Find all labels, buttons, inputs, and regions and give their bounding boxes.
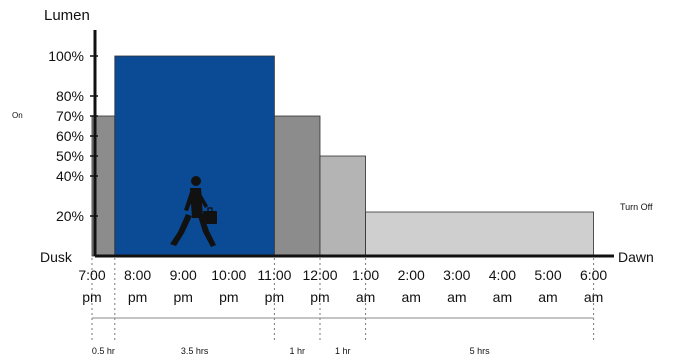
bar-segment-4	[365, 211, 595, 257]
x-tick-time-label: 2:00	[398, 267, 425, 283]
duration-label: 1 hr	[289, 346, 305, 356]
y-axis-title: Lumen	[44, 7, 90, 24]
on-annotation: On	[12, 111, 23, 120]
x-tick-ampm-label: pm	[128, 289, 147, 305]
x-tick-time-label: 3:00	[443, 267, 470, 283]
x-tick-time-label: 9:00	[170, 267, 197, 283]
x-tick-time-label: 4:00	[489, 267, 516, 283]
y-tick-label: 60%	[56, 128, 84, 144]
bar-segment-3	[319, 155, 366, 257]
bar-segment-1	[114, 55, 275, 257]
x-tick-ampm-label: am	[538, 289, 557, 305]
x-tick-ampm-label: am	[493, 289, 512, 305]
y-tick-label: 70%	[56, 108, 84, 124]
x-tick-time-label: 11:00	[257, 267, 291, 283]
segment-dividers	[91, 258, 595, 340]
x-tick-ampm-label: pm	[310, 289, 329, 305]
x-tick-ampm-label: am	[447, 289, 466, 305]
x-tick-ampm-label: pm	[219, 289, 238, 305]
duration-label: 1 hr	[335, 346, 351, 356]
x-ticks: 7:00 pm 8:00 pm 9:00 pm 10:00 pm 11:00 pm 12:00 pm 1…	[78, 267, 607, 305]
x-tick-time-label: 7:00	[78, 267, 105, 283]
dusk-label: Dusk	[40, 249, 73, 265]
bar-segment-2	[273, 115, 321, 257]
x-tick-time-label: 5:00	[534, 267, 561, 283]
turn-off-annotation: Turn Off	[620, 202, 653, 212]
y-tick-label: 20%	[56, 208, 84, 224]
y-tick-label: 50%	[56, 148, 84, 164]
x-tick-time-label: 10:00	[211, 267, 246, 283]
duration-timeline: 0.5 hr 3.5 hrs 1 hr 1 hr 5 hrs	[92, 317, 594, 356]
dawn-label: Dawn	[618, 249, 654, 265]
x-tick-time-label: 6:00	[580, 267, 607, 283]
y-ticks: 100% 80% 70% 60% 50% 40% 20%	[48, 48, 98, 224]
duration-label: 0.5 hr	[92, 346, 115, 356]
x-tick-time-label: 1:00	[352, 267, 379, 283]
x-tick-ampm-label: pm	[265, 289, 284, 305]
x-tick-ampm-label: pm	[82, 289, 101, 305]
x-tick-time-label: 8:00	[124, 267, 151, 283]
x-tick-time-label: 12:00	[302, 267, 337, 283]
axes	[93, 30, 614, 258]
y-tick-label: 100%	[48, 48, 84, 64]
bars-layer	[91, 55, 595, 257]
duration-label: 5 hrs	[470, 346, 491, 356]
x-tick-ampm-label: am	[401, 289, 420, 305]
walking-person-icon	[170, 176, 217, 247]
x-tick-ampm-label: pm	[173, 289, 192, 305]
y-tick-label: 80%	[56, 88, 84, 104]
x-tick-ampm-label: am	[584, 289, 603, 305]
y-tick-label: 40%	[56, 168, 84, 184]
duration-label: 3.5 hrs	[181, 346, 209, 356]
x-tick-ampm-label: am	[356, 289, 375, 305]
